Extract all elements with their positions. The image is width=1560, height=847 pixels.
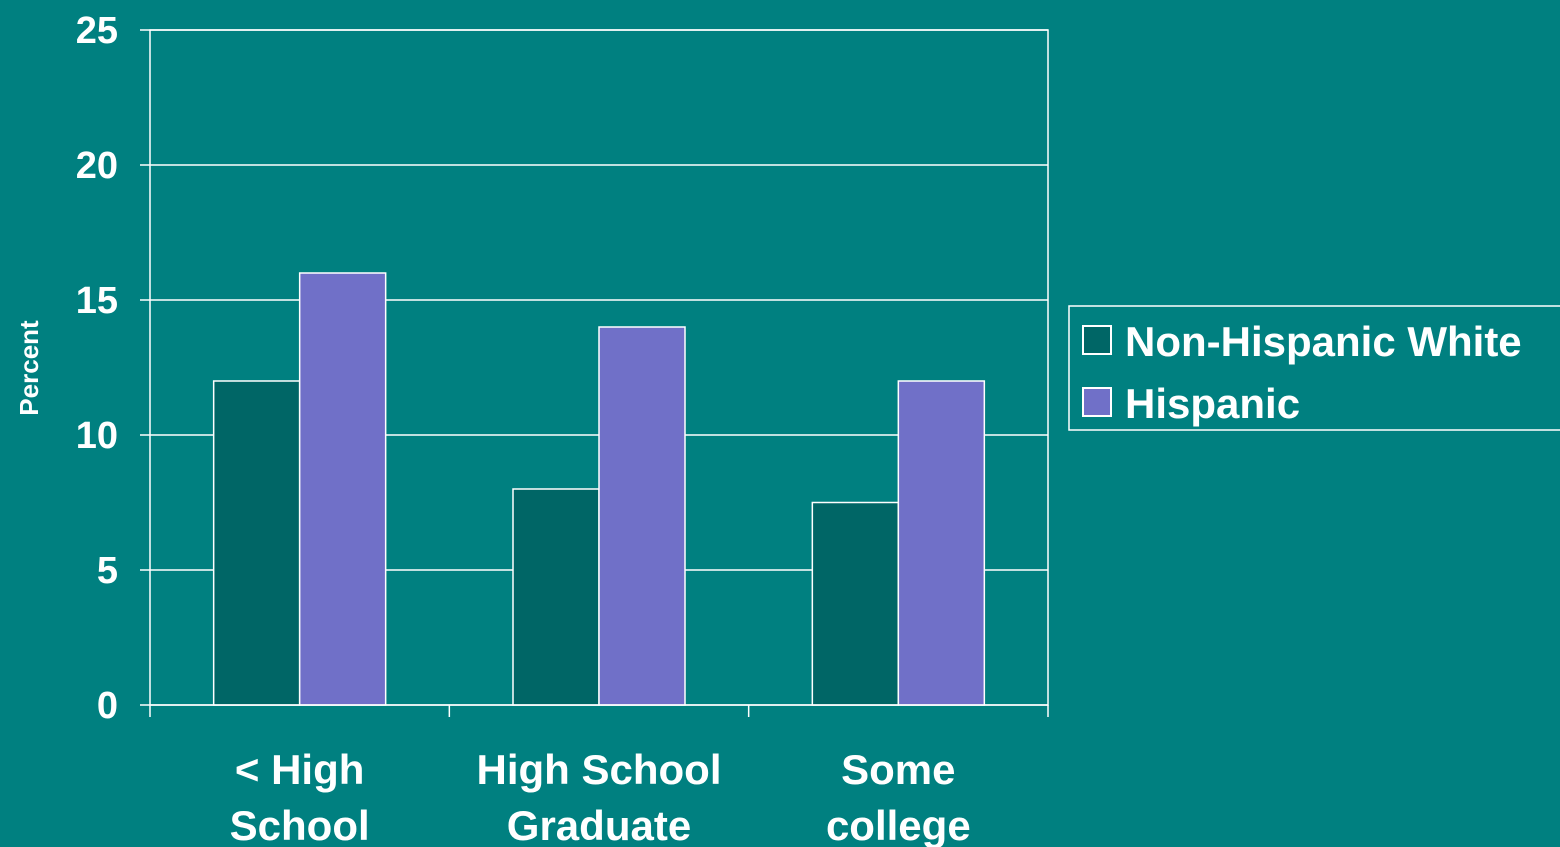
axes [149, 29, 1049, 706]
bar-non-hispanic-white-1 [512, 488, 600, 706]
legend-label-0: Non-Hispanic White [1125, 318, 1522, 365]
x-category-label-2-line-1: college [826, 802, 971, 847]
legend-box [1068, 305, 1560, 431]
plot-area-frame [149, 29, 1049, 706]
bar-hispanic-0 [298, 272, 387, 706]
bar-non-hispanic-white-0 [212, 380, 301, 706]
bar-hispanic-2 [897, 380, 986, 706]
y-tick-label-5: 25 [76, 10, 118, 52]
x-axis-ticks: < High School High School Graduate Some colle… [149, 705, 1049, 847]
y-axis-title: Percent [14, 320, 44, 416]
legend: Non-Hispanic White Hispanic [1068, 305, 1560, 431]
legend-swatch-1 [1082, 387, 1112, 417]
y-tick-label-4: 20 [76, 145, 118, 187]
x-category-label-0-line-1: School [230, 802, 370, 847]
legend-label-1: Hispanic [1125, 380, 1300, 427]
bars [212, 272, 986, 706]
legend-swatch-0 [1082, 325, 1112, 355]
y-axis-ticks: 0 5 10 15 20 25 [76, 10, 150, 727]
bar-non-hispanic-white-2 [811, 501, 900, 706]
y-tick-label-2: 10 [76, 415, 118, 457]
x-category-label-1-line-1: Graduate [507, 802, 691, 847]
y-tick-label-0: 0 [97, 685, 118, 727]
bar-hispanic-1 [598, 326, 686, 706]
y-tick-label-1: 5 [97, 550, 118, 592]
x-category-label-2-line-0: Some [841, 746, 955, 793]
x-category-label-1-line-0: High School [477, 746, 722, 793]
x-category-label-0-line-0: < High [235, 746, 365, 793]
y-tick-label-3: 15 [76, 280, 118, 322]
